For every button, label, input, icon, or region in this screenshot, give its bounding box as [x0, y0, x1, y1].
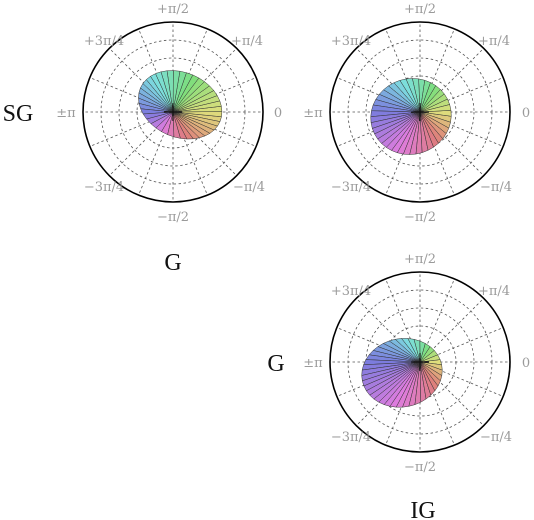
tick-bottom-right: −π/4 [480, 430, 512, 445]
polar-plot-top-left: +π/2 +3π/4 +π/4 ±π 0 −3π/4 −π/4 −π/2 [56, 2, 282, 225]
tick-top: +π/2 [404, 252, 436, 267]
tick-top: +π/2 [157, 2, 189, 17]
tick-right: 0 [522, 356, 530, 371]
tick-top-right: +π/4 [478, 34, 510, 49]
tick-top-left: +3π/4 [331, 34, 371, 49]
tick-top-right: +π/4 [231, 34, 263, 49]
tick-bottom: −π/2 [157, 210, 189, 225]
tick-top-left: +3π/4 [84, 34, 124, 49]
column-label-g: G [164, 250, 181, 276]
tick-top-right: +π/4 [478, 284, 510, 299]
tick-bottom: −π/2 [404, 210, 436, 225]
column-label-ig: IG [410, 498, 435, 520]
row-label-g: G [267, 351, 284, 377]
tick-bottom-right: −π/4 [233, 180, 265, 195]
grid-ring [118, 57, 228, 167]
tick-bottom: −π/2 [404, 460, 436, 475]
tick-bottom-left: −3π/4 [331, 430, 371, 445]
tick-bottom-left: −3π/4 [331, 180, 371, 195]
tick-left: ±π [56, 106, 76, 121]
row-label-sg: SG [3, 101, 34, 127]
blob-wedge [172, 111, 221, 127]
tick-left: ±π [303, 356, 323, 371]
tick-top-left: +3π/4 [331, 284, 371, 299]
polar-plot-rim [329, 21, 511, 203]
blob-wedge [419, 361, 443, 371]
polar-plot-top-right: +π/2 +3π/4 +π/4 ±π 0 −3π/4 −π/4 −π/2 [303, 2, 530, 225]
polar-plot-rim [329, 271, 511, 453]
polar-plot-rim [82, 21, 264, 203]
tick-left: ±π [303, 106, 323, 121]
blob-wedge [419, 104, 452, 113]
tick-bottom-left: −3π/4 [84, 180, 124, 195]
polar-plot-bottom-right: +π/2 +3π/4 +π/4 ±π 0 −3π/4 −π/4 −π/2 [303, 252, 530, 475]
grid-ring [365, 307, 475, 417]
grid-ring [365, 57, 475, 167]
tick-right: 0 [522, 106, 530, 121]
tick-right: 0 [274, 106, 282, 121]
tick-bottom-right: −π/4 [480, 180, 512, 195]
tick-top: +π/2 [404, 2, 436, 17]
